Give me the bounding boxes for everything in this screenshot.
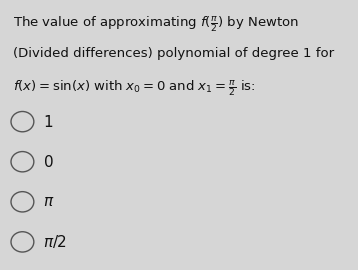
Text: $0$: $0$ — [43, 154, 54, 170]
Text: The value of approximating $f(\frac{\pi}{2})$ by Newton: The value of approximating $f(\frac{\pi}… — [13, 15, 299, 34]
Text: $1$: $1$ — [43, 114, 54, 130]
Text: (Divided differences) polynomial of degree 1 for: (Divided differences) polynomial of degr… — [13, 47, 334, 60]
Text: $\pi/2$: $\pi/2$ — [43, 233, 67, 250]
Text: $f(x) = \mathrm{sin}(x)$ with $x_0 = 0$ and $x_1 = \frac{\pi}{2}$ is:: $f(x) = \mathrm{sin}(x)$ with $x_0 = 0$ … — [13, 79, 256, 98]
Text: $\pi$: $\pi$ — [43, 194, 55, 209]
